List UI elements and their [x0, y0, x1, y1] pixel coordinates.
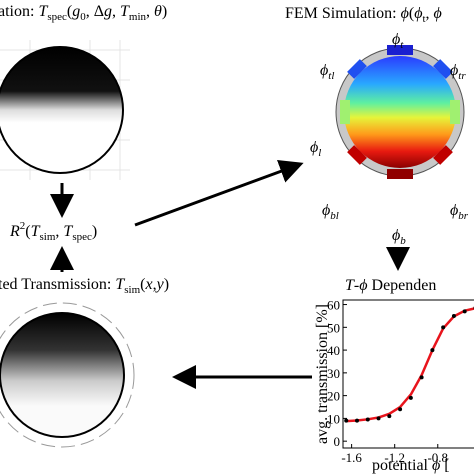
x-tick-label: -0.8 [427, 450, 448, 465]
data-point [365, 417, 370, 422]
electrode-label: ϕl [310, 139, 321, 159]
spec-image [0, 40, 130, 180]
spec-title: ation: Tspec(g0, Δg, Tmin, θ) [0, 3, 167, 23]
y-tick-label: 40 [327, 343, 340, 358]
electrode-label: ϕtr [450, 62, 466, 82]
data-point [408, 395, 413, 400]
data-point [430, 348, 435, 353]
data-point [355, 418, 359, 423]
electrode-labels: ϕt ϕtl ϕtr ϕl ϕbl ϕbr ϕb [310, 31, 469, 247]
electrode-label: ϕbl [322, 202, 339, 222]
x-tick-label: -1.6 [341, 450, 362, 465]
electrode-label: ϕtl [320, 62, 334, 82]
sim-title: ted Transmission: Tsim(x,y) [0, 276, 169, 296]
x-tick-label: -1.2 [384, 450, 405, 465]
data-point [419, 375, 424, 380]
dep-title: T-ϕ Dependen [345, 277, 436, 294]
sim-image [0, 302, 135, 448]
y-tick-label: 20 [327, 389, 340, 404]
fit-line [346, 307, 474, 423]
arrow [134, 159, 304, 227]
electrode-label: ϕb [392, 227, 406, 247]
y-tick-label: 60 [327, 298, 340, 313]
data-point [398, 407, 403, 412]
electrode-label: ϕbr [450, 202, 469, 222]
data-point [376, 416, 381, 421]
y-tick-label: 50 [327, 320, 340, 335]
plot-frame [342, 299, 474, 449]
data-point [344, 418, 349, 423]
data-point [441, 325, 446, 330]
x-axis-label: potential ϕ [ [372, 457, 450, 474]
fem-image [335, 45, 465, 179]
y-tick-label: 30 [327, 366, 340, 381]
y-axis-label: avg. transmission [%] [314, 304, 331, 444]
plot-area [344, 306, 474, 423]
data-point [387, 414, 392, 419]
data-point [462, 309, 467, 314]
electrode-label: ϕt [392, 31, 404, 51]
fem-title: FEM Simulation: ϕ(ϕt, ϕ [285, 5, 442, 25]
data-point [451, 313, 456, 318]
r2-label: R2(Tsim, Tspec) [9, 220, 97, 243]
y-tick-label: 0 [334, 434, 341, 449]
y-tick-label: 10 [327, 411, 340, 426]
